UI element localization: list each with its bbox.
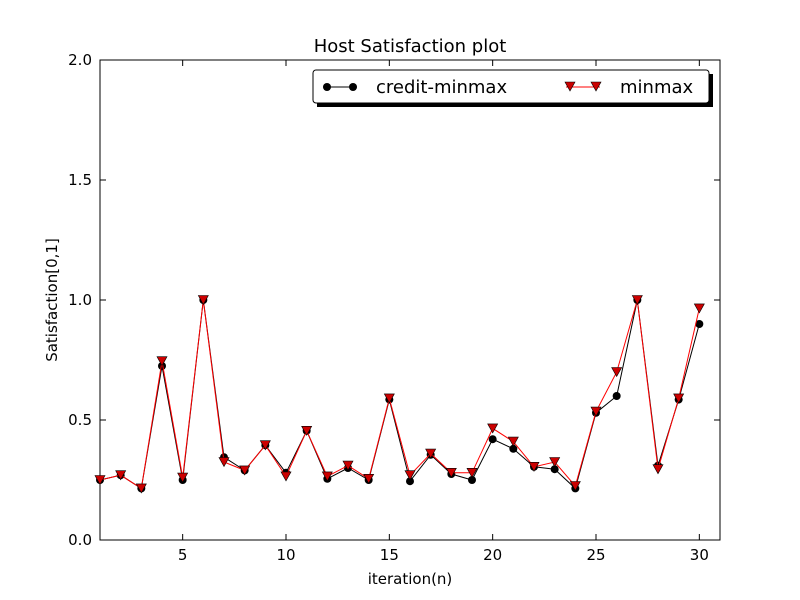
data-point-credit-minmax	[468, 476, 476, 484]
y-axis-label: Satisfaction[0,1]	[43, 238, 61, 362]
data-point-minmax	[383, 393, 395, 404]
legend-minmax-marker	[590, 81, 602, 92]
data-point-minmax	[507, 436, 519, 447]
data-point-minmax	[528, 462, 540, 472]
legend-frame	[312, 69, 710, 104]
data-point-minmax	[321, 471, 333, 482]
x-axis-label: iteration(n)	[368, 570, 453, 588]
data-point-minmax	[280, 471, 292, 482]
data-point-credit-minmax	[612, 392, 621, 400]
data-point-minmax	[177, 472, 189, 483]
data-point-minmax	[363, 474, 375, 484]
legend-credit-minmax-marker	[349, 83, 357, 91]
data-point-minmax	[549, 457, 561, 468]
data-point-credit-minmax	[695, 320, 704, 328]
series-line-minmax	[99, 299, 700, 490]
chart-title: Host Satisfaction plot	[314, 36, 507, 57]
data-point-minmax	[342, 460, 354, 471]
data-point-minmax	[301, 426, 313, 436]
data-point-minmax	[239, 465, 251, 476]
data-point-minmax	[631, 295, 643, 306]
data-point-minmax	[404, 470, 416, 481]
y-tick-label: 0.5	[68, 411, 92, 429]
data-point-minmax	[135, 483, 147, 494]
x-tick-label: 5	[178, 546, 188, 564]
data-point-minmax	[487, 423, 499, 434]
data-point-credit-minmax	[406, 477, 414, 486]
data-point-minmax	[673, 393, 685, 404]
legend-minmax-marker	[564, 81, 576, 92]
data-point-minmax	[652, 464, 664, 475]
data-point-minmax	[115, 470, 127, 481]
y-tick-label: 1.5	[68, 171, 92, 189]
plot-area: 5 10 15 20 25 30 0.0 0.5 1.0 1.5 2.0	[68, 51, 721, 564]
y-tick-label: 2.0	[68, 51, 92, 69]
data-point-credit-minmax	[550, 465, 559, 474]
data-point-minmax	[445, 468, 457, 478]
data-point-credit-minmax	[509, 444, 518, 453]
data-point-minmax	[197, 295, 209, 306]
x-tick-label: 30	[690, 546, 709, 564]
x-tick-label: 15	[380, 546, 399, 564]
x-tick-label: 10	[276, 546, 295, 564]
legend-minmax-label: minmax	[620, 77, 694, 98]
legend-credit-minmax-label: credit-minmax	[376, 77, 507, 98]
data-point-minmax	[569, 481, 581, 492]
y-tick-label: 1.0	[68, 291, 92, 309]
data-point-minmax	[611, 367, 623, 378]
data-point-minmax	[156, 356, 168, 367]
x-tick-label: 25	[586, 546, 605, 564]
data-point-minmax	[425, 448, 437, 459]
legend: credit-minmax minmax	[312, 69, 713, 107]
data-point-minmax	[218, 457, 230, 468]
data-point-credit-minmax	[488, 435, 497, 444]
data-point-minmax	[259, 440, 271, 451]
data-point-minmax	[590, 406, 602, 417]
data-point-minmax	[94, 475, 106, 486]
y-tick-label: 0.0	[68, 531, 92, 549]
data-point-minmax	[466, 468, 478, 478]
legend-credit-minmax-marker	[323, 83, 331, 91]
x-tick-label: 20	[483, 546, 502, 564]
data-point-minmax	[693, 303, 705, 314]
